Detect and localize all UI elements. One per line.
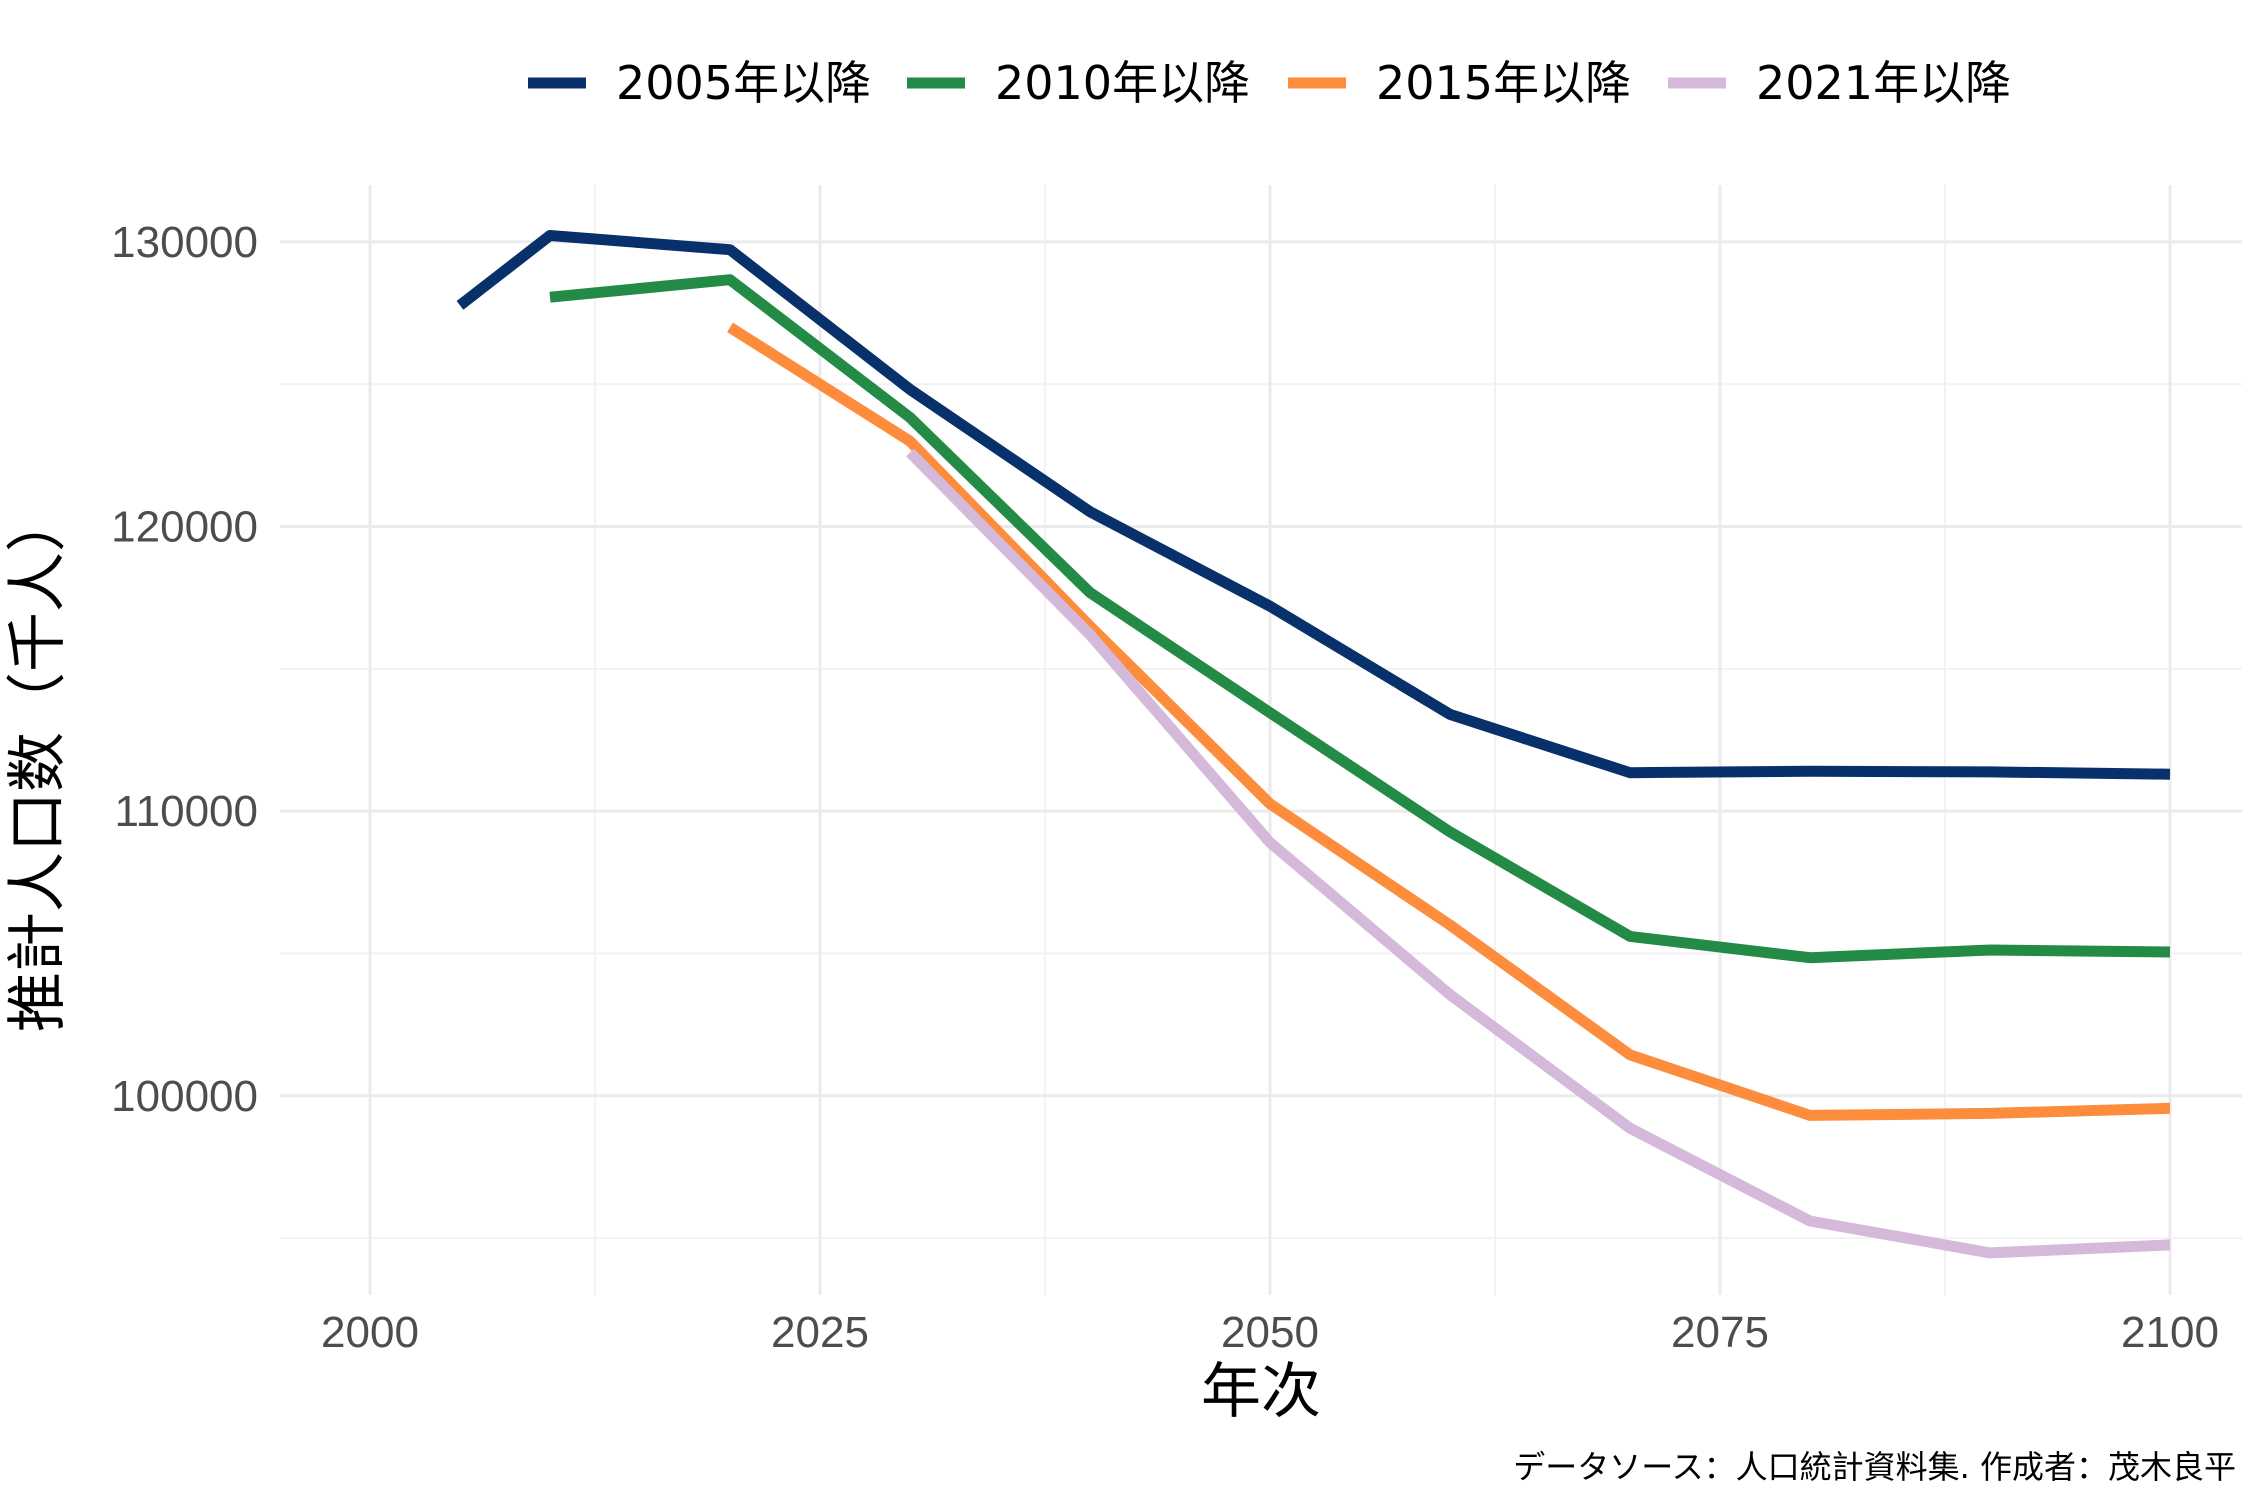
legend-label: 2015年以降 <box>1376 56 1631 110</box>
series-line-2 <box>549 274 2171 964</box>
series-lines <box>456 230 2171 1259</box>
x-tick-label: 2050 <box>1221 1308 1319 1357</box>
legend-label: 2005年以降 <box>616 56 871 110</box>
series-line-3 <box>727 322 2171 1121</box>
legend-label: 2021年以降 <box>1756 56 2011 110</box>
x-tick-label: 2075 <box>1671 1308 1769 1357</box>
y-axis-ticks: 100000 110000 120000 130000 <box>111 218 258 1121</box>
y-tick-label: 120000 <box>111 503 258 552</box>
y-axis-title: 推計人口数（千人） <box>3 492 73 1032</box>
x-axis-ticks: 2000 2025 2050 2075 2100 <box>321 1308 2219 1357</box>
series-line-4 <box>906 448 2171 1259</box>
x-axis-title: 年次 <box>1201 1357 1321 1427</box>
x-tick-label: 2000 <box>321 1308 419 1357</box>
legend: 2005年以降 2010年以降 2015年以降 2021年以降 <box>528 56 2011 110</box>
caption: データソース：人口統計資料集. 作成者：茂木良平 <box>1513 1448 2236 1486</box>
series-line-1 <box>456 230 2171 780</box>
legend-label: 2010年以降 <box>995 56 1250 110</box>
x-tick-label: 2025 <box>771 1308 869 1357</box>
x-tick-label: 2100 <box>2121 1308 2219 1357</box>
y-tick-label: 100000 <box>111 1072 258 1121</box>
y-tick-label: 130000 <box>111 218 258 267</box>
grid <box>280 185 2242 1295</box>
y-tick-label: 110000 <box>114 787 258 836</box>
